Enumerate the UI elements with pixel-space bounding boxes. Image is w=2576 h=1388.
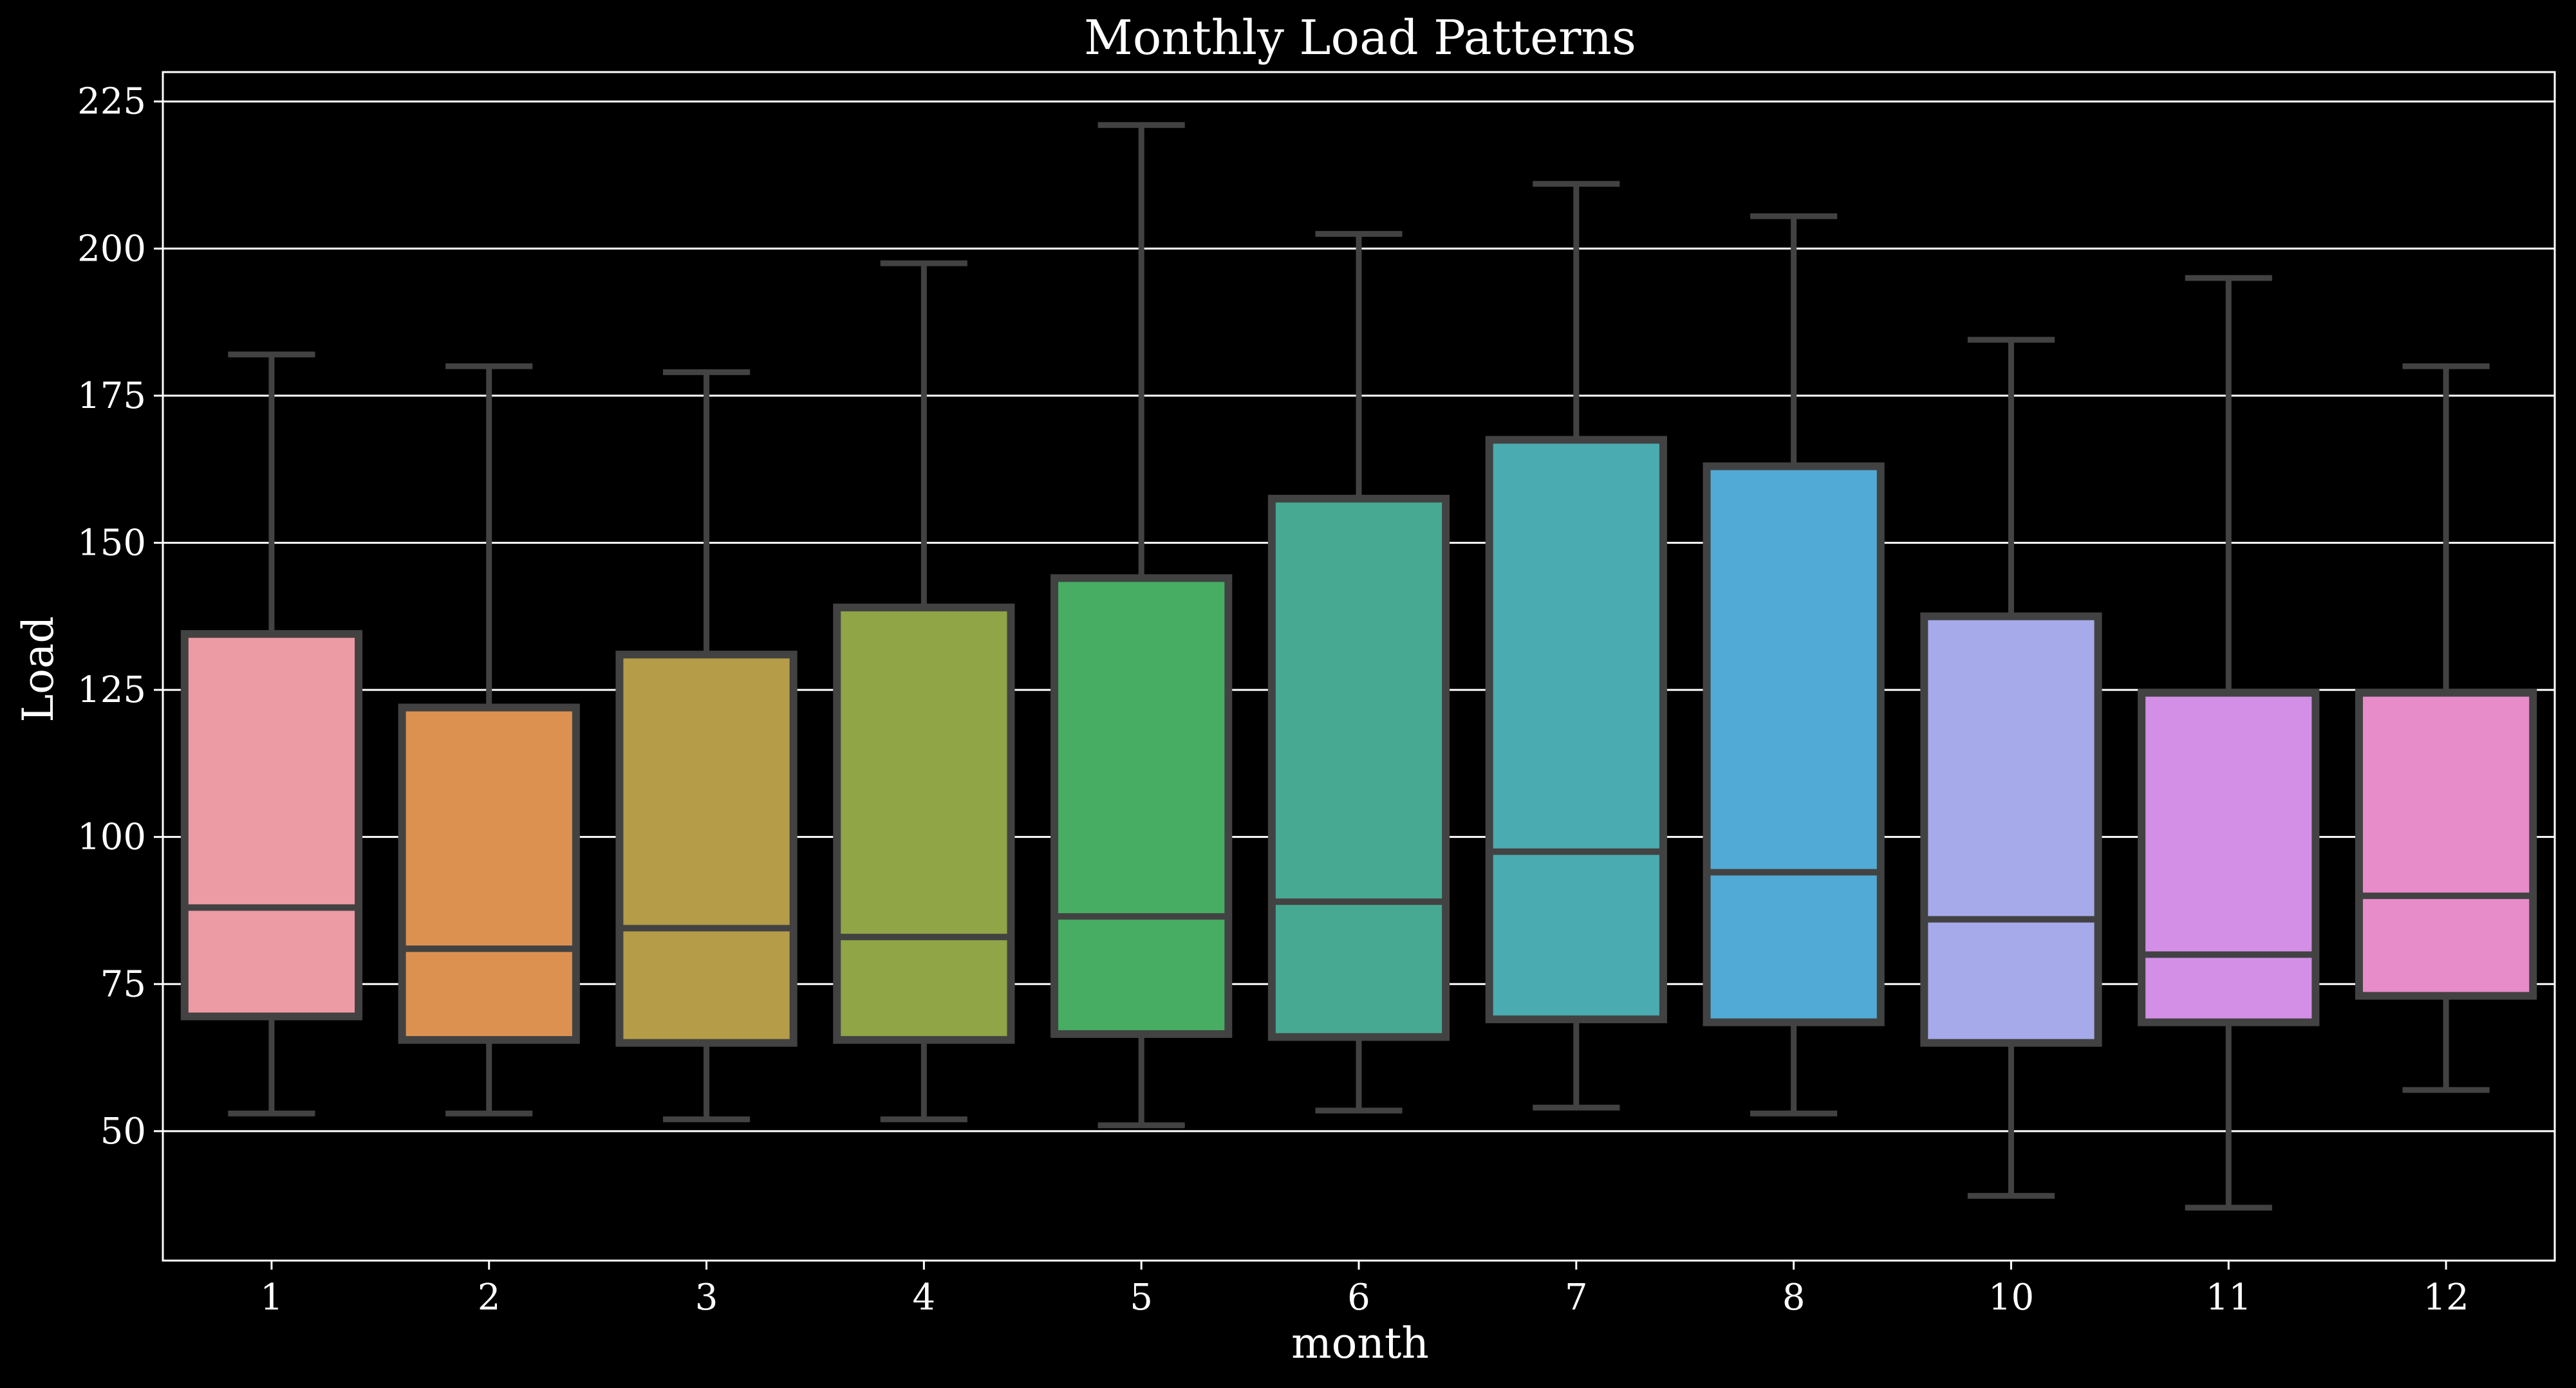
box-body-10: [1920, 612, 2102, 1047]
box-month-12: [2355, 363, 2537, 1093]
y-tick-label-225: 225: [77, 81, 146, 123]
box-month-2: [398, 363, 580, 1116]
box-body-6: [1267, 494, 1450, 1041]
x-tick-label-1: 1: [260, 1277, 283, 1319]
box-body-3: [615, 651, 798, 1047]
box-month-10: [1920, 337, 2102, 1199]
chart-title: Monthly Load Patterns: [1084, 10, 1636, 66]
box-month-5: [1050, 122, 1233, 1129]
y-tick-label-50: 50: [100, 1111, 146, 1152]
box-month-3: [615, 369, 798, 1123]
y-tick-label-200: 200: [77, 228, 146, 270]
x-tick-label-5: 5: [1130, 1277, 1153, 1319]
y-axis-label: Load: [14, 616, 63, 722]
x-tick-label-4: 4: [913, 1277, 936, 1319]
y-axis-ticks: 50 75 100 125 150 175 200 225: [77, 81, 163, 1152]
box-body-1: [180, 630, 363, 1021]
y-tick-label-75: 75: [100, 963, 146, 1005]
y-tick-label-175: 175: [77, 375, 146, 417]
box-body-4: [833, 604, 1015, 1044]
x-tick-label-11: 11: [2206, 1277, 2252, 1319]
box-month-6: [1267, 230, 1450, 1114]
x-tick-label-10: 10: [1988, 1277, 2034, 1319]
box-month-11: [2138, 275, 2320, 1211]
box-body-11: [2138, 689, 2320, 1026]
x-tick-label-3: 3: [695, 1277, 718, 1319]
x-tick-label-2: 2: [478, 1277, 501, 1319]
box-body-7: [1485, 436, 1667, 1024]
x-tick-label-12: 12: [2423, 1277, 2469, 1319]
y-tick-label-150: 150: [77, 522, 146, 564]
box-month-1: [180, 351, 363, 1116]
box-body-8: [1703, 462, 1885, 1026]
y-tick-label-100: 100: [77, 817, 146, 858]
box-month-4: [833, 260, 1015, 1123]
x-axis-ticks: 1 2 3 4 5 6 7 8 10 11 12: [260, 1261, 2469, 1319]
box-plots: [180, 122, 2537, 1211]
x-axis-label: month: [1291, 1319, 1429, 1368]
box-body-2: [398, 703, 580, 1044]
y-tick-label-125: 125: [77, 669, 146, 711]
box-body-12: [2355, 689, 2537, 1000]
x-tick-label-6: 6: [1347, 1277, 1370, 1319]
box-month-7: [1485, 181, 1667, 1111]
box-body-5: [1050, 574, 1233, 1038]
x-tick-label-7: 7: [1565, 1277, 1588, 1319]
box-month-8: [1703, 213, 1885, 1116]
x-tick-label-8: 8: [1782, 1277, 1806, 1319]
